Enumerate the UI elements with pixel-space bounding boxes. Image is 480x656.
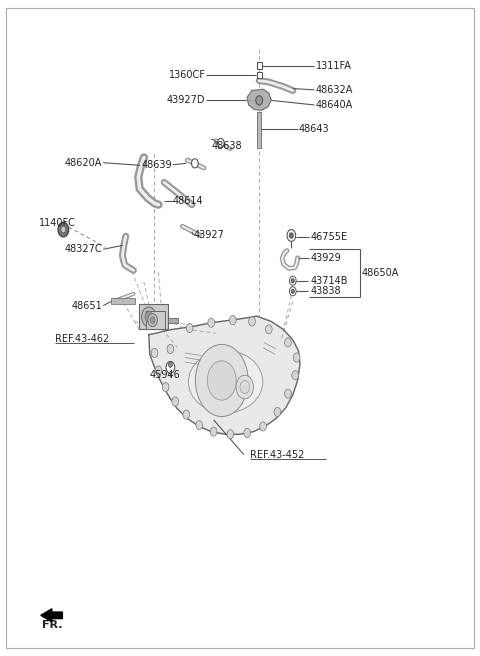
Text: 48620A: 48620A [65,157,102,168]
Text: 48327C: 48327C [65,244,102,255]
Circle shape [150,317,155,323]
Bar [139,304,168,329]
Circle shape [208,318,215,327]
Bar [146,311,165,329]
Circle shape [274,407,281,417]
Polygon shape [247,89,271,110]
Circle shape [207,361,236,400]
Circle shape [145,312,153,322]
Bar [257,62,262,69]
Polygon shape [149,316,300,434]
Circle shape [289,233,293,238]
Bar [257,72,262,78]
Circle shape [196,420,203,430]
Circle shape [58,222,69,237]
Text: 43927: 43927 [194,230,225,240]
Text: 48651: 48651 [72,300,102,311]
Text: 48639: 48639 [141,159,172,170]
Circle shape [172,397,179,406]
Circle shape [151,348,158,358]
Polygon shape [41,609,62,622]
Circle shape [265,325,272,334]
Circle shape [162,382,169,392]
Text: REF.43-452: REF.43-452 [250,449,304,460]
Circle shape [291,289,294,293]
Circle shape [292,371,299,380]
Circle shape [192,159,198,168]
Circle shape [244,428,251,438]
Circle shape [217,138,224,148]
Text: 1311FA: 1311FA [316,60,352,71]
Circle shape [186,323,193,333]
Circle shape [195,344,248,417]
Text: 48650A: 48650A [361,268,399,278]
Circle shape [285,389,291,398]
Text: 43927D: 43927D [167,95,205,106]
Circle shape [229,316,236,325]
Circle shape [256,96,263,105]
Text: REF.43-462: REF.43-462 [55,334,109,344]
Circle shape [61,226,66,233]
Circle shape [236,375,253,399]
Circle shape [142,307,156,327]
Circle shape [148,314,157,327]
Circle shape [285,338,291,347]
Circle shape [289,287,296,296]
Text: 48638: 48638 [211,140,242,151]
Text: 43929: 43929 [311,253,342,263]
Circle shape [168,362,172,367]
Circle shape [289,276,296,285]
Text: 43714B: 43714B [311,276,348,286]
Text: 45946: 45946 [150,370,180,380]
Circle shape [166,361,175,373]
Circle shape [183,410,190,419]
Text: 1140FC: 1140FC [39,218,76,228]
Text: 48643: 48643 [299,124,330,134]
Text: 48632A: 48632A [316,85,353,95]
Text: 46755E: 46755E [311,232,348,243]
Circle shape [287,230,296,241]
Circle shape [167,344,174,354]
Text: 43838: 43838 [311,286,342,297]
Bar [257,112,261,148]
Circle shape [293,353,300,362]
Text: 1360CF: 1360CF [168,70,205,80]
Text: 48640A: 48640A [316,100,353,110]
Bar [168,318,178,323]
Text: 48614: 48614 [173,196,204,207]
Ellipse shape [188,350,263,413]
Text: FR.: FR. [42,620,63,630]
Circle shape [260,422,266,431]
Circle shape [155,366,162,375]
Circle shape [249,317,255,326]
Circle shape [210,427,217,436]
Bar [111,298,135,304]
Circle shape [291,279,294,283]
Circle shape [240,380,250,394]
Circle shape [227,430,234,439]
